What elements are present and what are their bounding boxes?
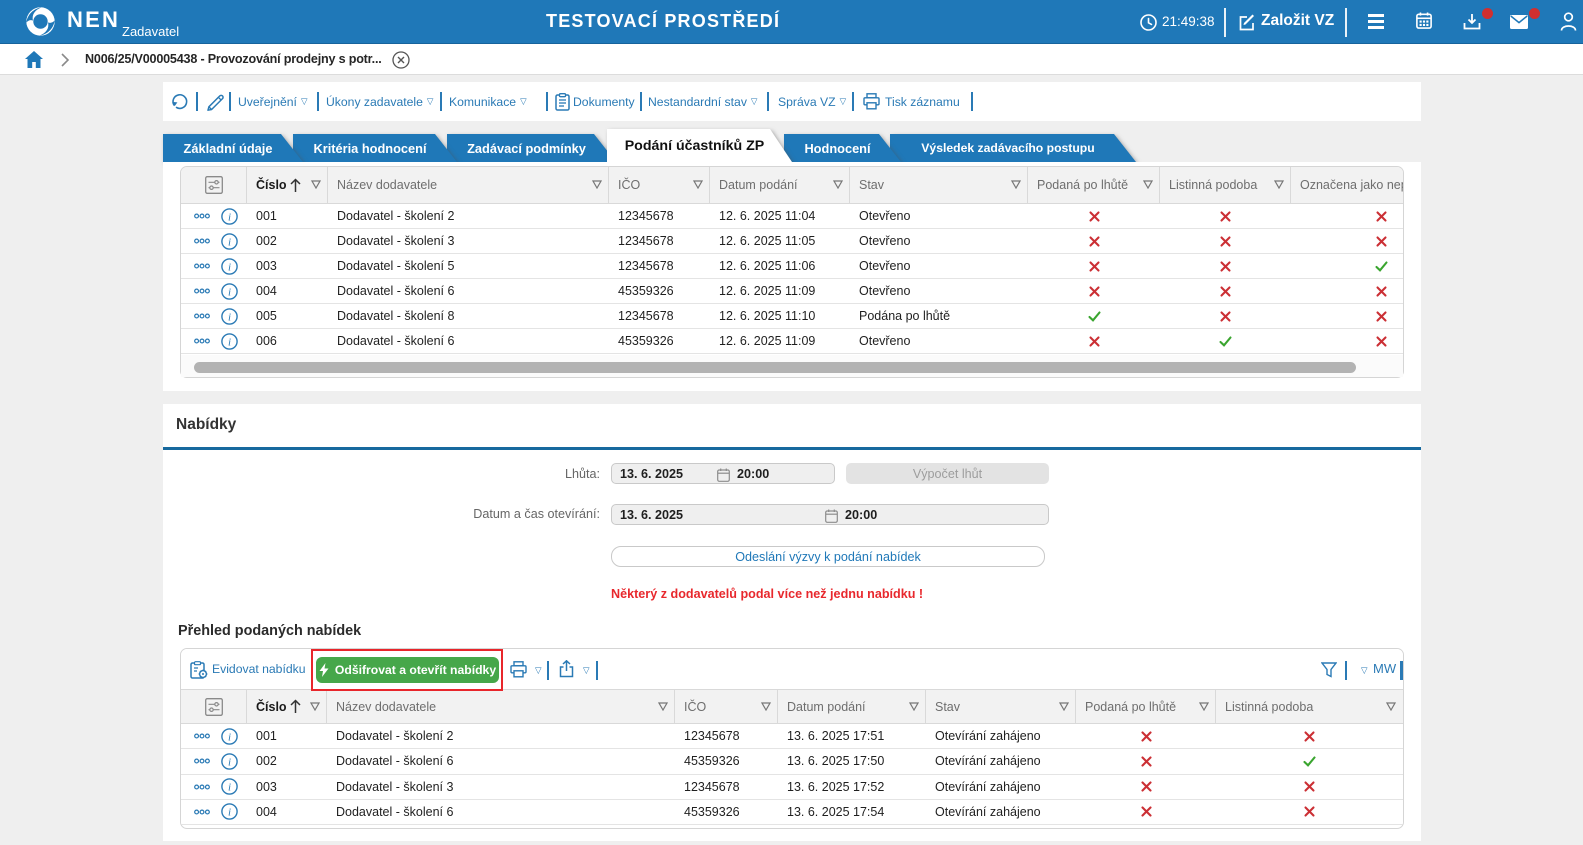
- svg-text:i: i: [228, 311, 231, 323]
- svg-text:i: i: [228, 236, 231, 248]
- svg-text:i: i: [228, 286, 231, 298]
- svg-text:i: i: [228, 807, 231, 819]
- svg-text:i: i: [228, 756, 231, 768]
- svg-text:i: i: [228, 782, 231, 794]
- svg-text:i: i: [228, 731, 231, 743]
- svg-text:i: i: [228, 211, 231, 223]
- svg-text:i: i: [228, 261, 231, 273]
- svg-text:i: i: [228, 336, 231, 348]
